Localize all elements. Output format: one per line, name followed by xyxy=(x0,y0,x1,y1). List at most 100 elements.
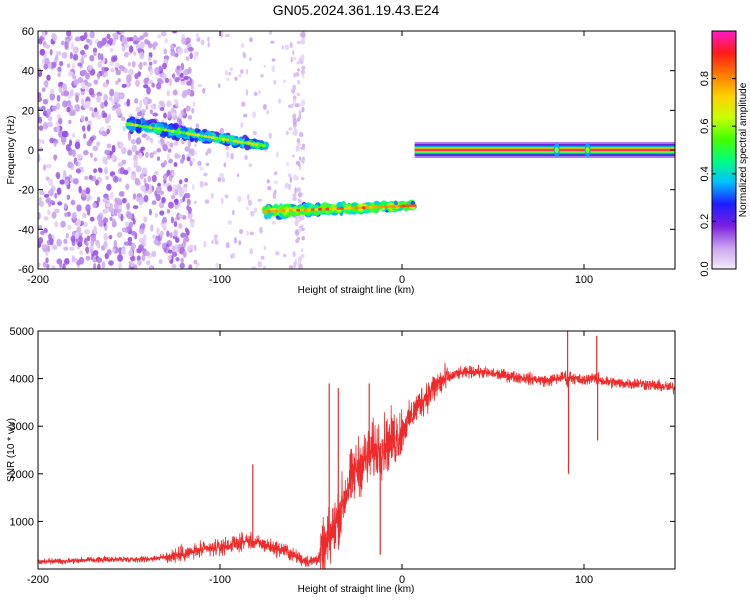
noise-speck xyxy=(86,124,91,132)
noise-speck xyxy=(115,107,122,116)
noise-speck xyxy=(155,185,162,194)
noise-speck xyxy=(60,135,67,144)
noise-speck xyxy=(64,41,69,50)
noise-speck xyxy=(94,107,98,113)
noise-speck xyxy=(224,194,229,199)
noise-speck xyxy=(49,93,56,101)
noise-speck xyxy=(81,189,87,198)
doppler-core xyxy=(412,204,417,207)
doppler-core xyxy=(141,125,146,128)
noise-speck xyxy=(136,255,141,262)
noise-speck xyxy=(184,177,189,183)
spectrogram-y-tick-label: 0 xyxy=(28,145,34,157)
noise-speck xyxy=(138,200,143,206)
noise-speck xyxy=(156,156,161,161)
noise-speck xyxy=(183,107,187,114)
noise-speck xyxy=(187,139,192,148)
noise-speck xyxy=(54,208,60,213)
noise-speck xyxy=(43,193,50,198)
noise-speck xyxy=(139,172,144,180)
noise-speck xyxy=(83,44,89,50)
noise-speck xyxy=(189,148,195,157)
noise-speck xyxy=(67,71,74,77)
noise-speck xyxy=(56,238,62,247)
noise-speck xyxy=(104,149,111,155)
noise-speck xyxy=(93,157,98,162)
noise-speck xyxy=(287,173,292,178)
noise-speck xyxy=(244,154,248,161)
doppler-core xyxy=(127,122,131,126)
spectrogram-y-tick-label: 40 xyxy=(22,66,34,78)
noise-speck xyxy=(117,162,124,167)
noise-speck xyxy=(148,51,153,59)
noise-speck xyxy=(188,264,193,269)
noise-speck xyxy=(148,61,153,66)
noise-speck xyxy=(268,132,272,140)
snr-axes: -200 -100 0 100 1000 2000 3000 4000 5000 xyxy=(10,326,675,586)
noise-speck xyxy=(38,196,42,203)
noise-speck xyxy=(169,142,174,148)
noise-speck xyxy=(128,45,134,53)
noise-speck xyxy=(155,193,161,202)
noise-speck xyxy=(185,105,191,112)
noise-speck xyxy=(184,146,190,152)
colorbar-tick-label: 0.4 xyxy=(699,166,711,181)
doppler-core xyxy=(156,127,161,131)
noise-speck xyxy=(197,83,203,88)
noise-speck xyxy=(179,262,185,269)
noise-speck xyxy=(199,180,204,188)
noise-speck xyxy=(187,46,194,52)
noise-speck xyxy=(125,74,132,83)
noise-speck xyxy=(121,147,127,155)
noise-speck xyxy=(38,37,43,45)
doppler-mark xyxy=(267,211,272,220)
noise-speck xyxy=(56,102,61,110)
noise-speck xyxy=(113,239,117,248)
noise-speck xyxy=(296,79,301,85)
noise-speck xyxy=(189,52,193,60)
spectrogram-y-tick-label: -40 xyxy=(18,224,34,236)
noise-speck xyxy=(139,51,145,60)
noise-speck xyxy=(146,86,151,95)
noise-speck xyxy=(135,181,141,186)
doppler-mark xyxy=(290,210,296,215)
doppler-core xyxy=(181,131,186,135)
noise-speck xyxy=(248,163,253,168)
noise-speck xyxy=(139,228,145,235)
noise-speck xyxy=(101,66,105,75)
doppler-mark xyxy=(167,131,177,136)
noise-speck xyxy=(46,74,51,81)
doppler-core xyxy=(292,208,297,212)
colorbar-label: Normalized spectral amplitude xyxy=(738,82,749,217)
noise-speck xyxy=(253,207,258,214)
noise-speck xyxy=(292,49,295,56)
noise-speck xyxy=(252,111,256,119)
noise-speck xyxy=(135,115,139,120)
noise-speck xyxy=(262,103,267,111)
noise-speck xyxy=(152,59,158,65)
noise-speck xyxy=(97,60,103,69)
noise-speck xyxy=(96,114,102,120)
noise-speck xyxy=(273,180,279,185)
noise-speck xyxy=(226,77,230,82)
noise-speck xyxy=(48,178,54,187)
noise-speck xyxy=(77,77,84,84)
noise-speck xyxy=(47,116,53,122)
noise-speck xyxy=(182,251,187,258)
noise-speck xyxy=(162,181,168,187)
noise-speck xyxy=(43,216,49,221)
noise-speck xyxy=(167,185,173,192)
noise-speck xyxy=(138,244,144,251)
noise-speck xyxy=(292,118,297,126)
noise-speck xyxy=(147,175,152,183)
noise-speck xyxy=(57,201,63,206)
noise-speck xyxy=(46,108,52,116)
noise-speck xyxy=(300,54,305,61)
spectrogram-marks xyxy=(38,31,675,269)
noise-speck xyxy=(58,86,63,94)
noise-speck xyxy=(294,71,300,77)
noise-speck xyxy=(149,137,154,144)
noise-speck xyxy=(180,232,186,238)
doppler-core xyxy=(390,204,395,208)
